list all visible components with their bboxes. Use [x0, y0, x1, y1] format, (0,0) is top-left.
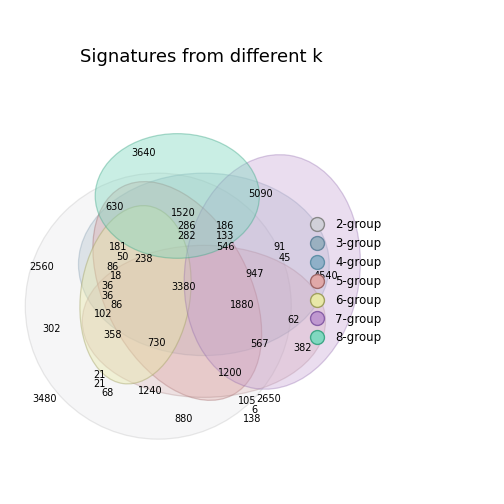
- Ellipse shape: [93, 181, 262, 400]
- Text: 18: 18: [110, 271, 122, 281]
- Text: 21: 21: [94, 369, 106, 380]
- Text: 2650: 2650: [256, 394, 281, 404]
- Text: 567: 567: [250, 339, 269, 349]
- Ellipse shape: [95, 134, 260, 258]
- Ellipse shape: [82, 245, 326, 397]
- Text: 6: 6: [251, 405, 258, 415]
- Text: 86: 86: [110, 300, 122, 309]
- Text: 50: 50: [116, 252, 129, 262]
- Text: 2560: 2560: [30, 262, 54, 272]
- Text: 1200: 1200: [218, 368, 243, 378]
- Text: 302: 302: [43, 324, 61, 334]
- Text: 358: 358: [103, 330, 122, 340]
- Text: 36: 36: [101, 281, 113, 291]
- Text: 947: 947: [245, 269, 264, 279]
- Title: Signatures from different k: Signatures from different k: [80, 48, 323, 66]
- Legend: 2-group, 3-group, 4-group, 5-group, 6-group, 7-group, 8-group: 2-group, 3-group, 4-group, 5-group, 6-gr…: [302, 212, 387, 350]
- Text: 91: 91: [274, 242, 286, 252]
- Text: 105: 105: [238, 396, 257, 406]
- Text: 3480: 3480: [32, 394, 56, 404]
- Text: 238: 238: [134, 254, 152, 264]
- Text: 62: 62: [287, 315, 300, 325]
- Text: 36: 36: [101, 290, 113, 300]
- Text: 1240: 1240: [139, 386, 163, 396]
- Text: 546: 546: [216, 242, 234, 252]
- Text: 730: 730: [147, 338, 165, 348]
- Ellipse shape: [184, 155, 360, 389]
- Ellipse shape: [79, 173, 329, 355]
- Text: 45: 45: [279, 253, 291, 263]
- Text: 181: 181: [109, 242, 127, 252]
- Text: 138: 138: [242, 414, 261, 424]
- Text: 286: 286: [177, 221, 196, 231]
- Ellipse shape: [80, 206, 191, 384]
- Text: 102: 102: [94, 309, 112, 319]
- Text: 3380: 3380: [171, 282, 196, 292]
- Text: 4540: 4540: [313, 271, 338, 281]
- Text: 382: 382: [293, 343, 312, 353]
- Text: 1880: 1880: [230, 300, 254, 309]
- Text: 86: 86: [106, 262, 119, 272]
- Text: 21: 21: [94, 379, 106, 389]
- Text: 186: 186: [216, 221, 234, 231]
- Text: 282: 282: [177, 231, 196, 241]
- Text: 1520: 1520: [171, 209, 196, 218]
- Ellipse shape: [25, 173, 291, 439]
- Text: 630: 630: [106, 203, 124, 212]
- Text: 3640: 3640: [131, 148, 155, 158]
- Text: 133: 133: [216, 231, 234, 241]
- Text: 5090: 5090: [248, 190, 273, 200]
- Text: 68: 68: [101, 388, 113, 398]
- Text: 880: 880: [174, 414, 193, 424]
